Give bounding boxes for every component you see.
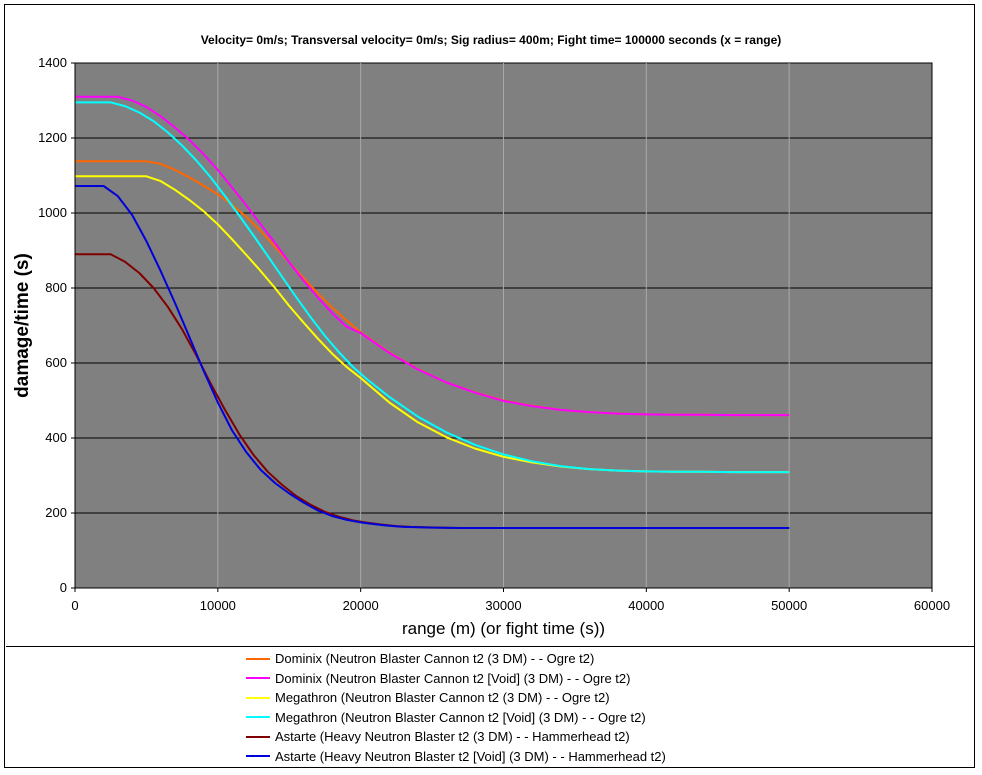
y-tick-label: 400 <box>45 430 67 445</box>
x-tick-label: 40000 <box>628 598 664 613</box>
x-tick-labels: 0 10000 20000 30000 40000 50000 60000 <box>71 598 950 613</box>
legend-item: Astarte (Heavy Neutron Blaster t2 [Void]… <box>246 747 666 766</box>
y-tick-label: 1200 <box>38 130 67 145</box>
legend-swatch <box>246 657 270 660</box>
legend: Dominix (Neutron Blaster Cannon t2 (3 DM… <box>6 646 975 767</box>
legend-label: Astarte (Heavy Neutron Blaster t2 [Void]… <box>275 748 666 764</box>
legend-item: Astarte (Heavy Neutron Blaster t2 (3 DM)… <box>246 727 630 746</box>
legend-label: Megathron (Neutron Blaster Cannon t2 [Vo… <box>275 709 646 725</box>
y-tick-label: 1400 <box>38 55 67 70</box>
legend-label: Megathron (Neutron Blaster Cannon t2 (3 … <box>275 690 610 705</box>
x-tick-label: 20000 <box>343 598 379 613</box>
x-tick-label: 10000 <box>200 598 236 613</box>
line-chart: 0 200 400 600 800 1000 1200 1400 0 10000 20000 300… <box>12 55 950 638</box>
gridlines <box>75 63 932 588</box>
series-line-1 <box>75 95 790 417</box>
y-tick-label: 1000 <box>38 205 67 220</box>
legend-swatch <box>246 716 270 718</box>
y-axis-label: damage/time (s) <box>12 253 33 398</box>
y-tick-label: 600 <box>45 355 67 370</box>
legend-item: Dominix (Neutron Blaster Cannon t2 [Void… <box>246 669 630 688</box>
legend-swatch <box>246 755 270 757</box>
series-line-3 <box>75 101 790 474</box>
series-lines <box>75 95 790 529</box>
axes <box>71 62 933 592</box>
chart-title: Velocity= 0m/s; Transversal velocity= 0m… <box>200 33 782 47</box>
series-line-5 <box>75 185 790 529</box>
legend-item: Megathron (Neutron Blaster Cannon t2 (3 … <box>246 688 610 707</box>
legend-swatch <box>246 677 270 679</box>
y-tick-label: 0 <box>60 580 67 595</box>
x-tick-label: 60000 <box>914 598 950 613</box>
legend-item: Dominix (Neutron Blaster Cannon t2 (3 DM… <box>246 649 594 668</box>
y-tick-labels: 0 200 400 600 800 1000 1200 1400 <box>38 55 67 595</box>
x-tick-label: 0 <box>71 598 78 613</box>
x-tick-label: 30000 <box>485 598 521 613</box>
x-axis-label: range (m) (or fight time (s)) <box>402 619 605 638</box>
legend-swatch <box>246 696 270 699</box>
legend-swatch <box>246 735 270 738</box>
legend-label: Dominix (Neutron Blaster Cannon t2 [Void… <box>275 670 631 686</box>
legend-item: Megathron (Neutron Blaster Cannon t2 [Vo… <box>246 708 646 727</box>
y-tick-label: 200 <box>45 505 67 520</box>
y-tick-label: 800 <box>45 280 67 295</box>
legend-label: Astarte (Heavy Neutron Blaster t2 (3 DM)… <box>275 729 630 744</box>
legend-label: Dominix (Neutron Blaster Cannon t2 (3 DM… <box>275 651 595 666</box>
x-tick-label: 50000 <box>771 598 807 613</box>
